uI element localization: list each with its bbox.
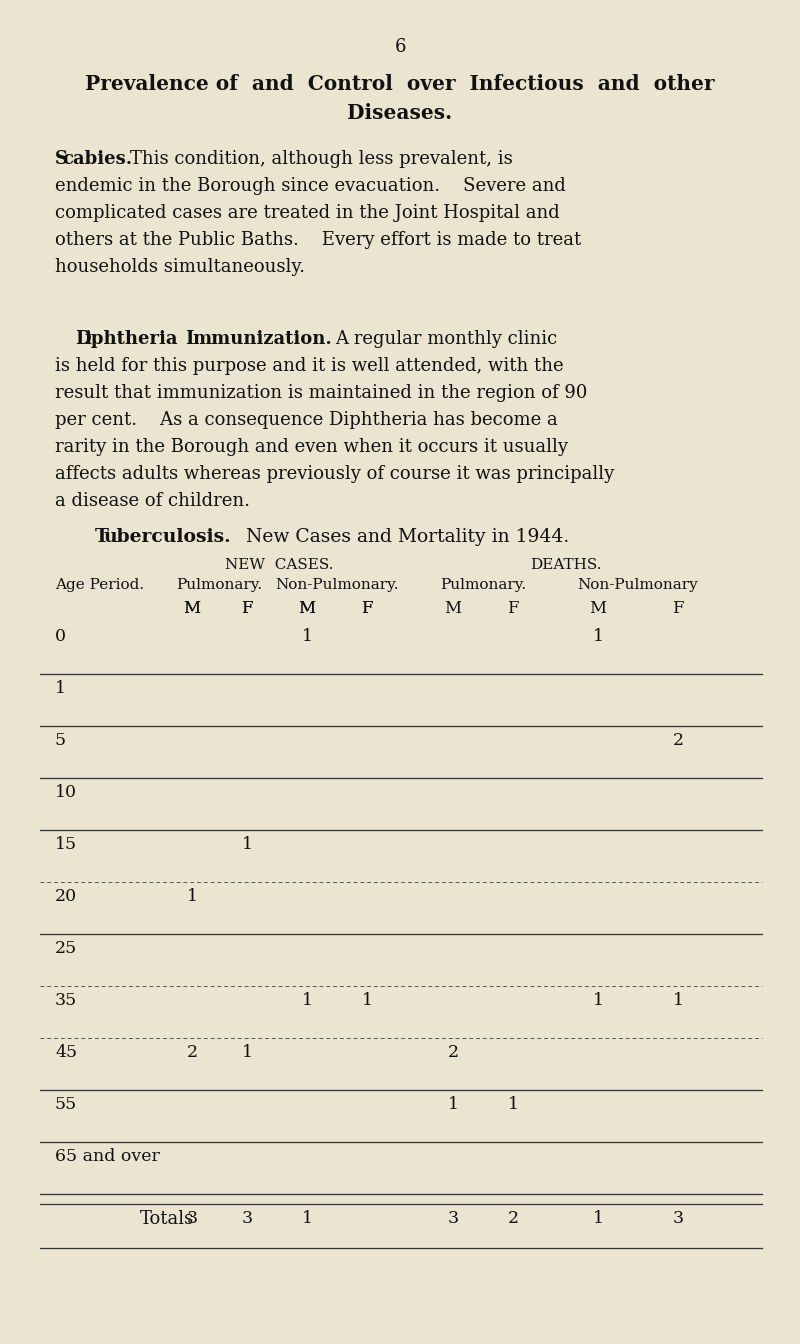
Text: 2: 2 xyxy=(186,1044,198,1060)
Text: M: M xyxy=(183,599,201,617)
Text: M: M xyxy=(298,599,315,617)
Text: F: F xyxy=(361,599,373,617)
Text: Totals: Totals xyxy=(140,1210,194,1228)
Text: 1: 1 xyxy=(242,836,253,853)
Text: M: M xyxy=(445,599,462,617)
Text: D: D xyxy=(75,331,90,348)
Text: 1: 1 xyxy=(593,1210,603,1227)
Text: 65 and over: 65 and over xyxy=(55,1148,160,1165)
Text: 2: 2 xyxy=(447,1044,458,1060)
Text: This condition, although less prevalent, is: This condition, although less prevalent,… xyxy=(130,151,513,168)
Text: Non-Pulmonary: Non-Pulmonary xyxy=(578,578,698,591)
Text: 3: 3 xyxy=(673,1210,683,1227)
Text: 1: 1 xyxy=(362,992,373,1009)
Text: F: F xyxy=(672,599,684,617)
Text: 1: 1 xyxy=(186,888,198,905)
Text: S: S xyxy=(55,151,68,168)
Text: 1: 1 xyxy=(302,628,313,645)
Text: endemic in the Borough since evacuation.    Severe and: endemic in the Borough since evacuation.… xyxy=(55,177,566,195)
Text: is held for this purpose and it is well attended, with the: is held for this purpose and it is well … xyxy=(55,358,564,375)
Text: per cent.    As a consequence Diphtheria has become a: per cent. As a consequence Diphtheria ha… xyxy=(55,411,558,429)
Text: Pulmonary.: Pulmonary. xyxy=(177,578,262,591)
Text: New Cases and Mortality in 1944.: New Cases and Mortality in 1944. xyxy=(246,528,570,546)
Text: 1: 1 xyxy=(302,992,313,1009)
Text: M: M xyxy=(183,599,201,617)
Text: 2: 2 xyxy=(673,732,683,749)
Text: 1: 1 xyxy=(593,628,603,645)
Text: others at the Public Baths.    Every effort is made to treat: others at the Public Baths. Every effort… xyxy=(55,231,582,249)
Text: a disease of children.: a disease of children. xyxy=(55,492,250,509)
Text: 1: 1 xyxy=(447,1095,458,1113)
Text: M: M xyxy=(298,599,315,617)
Text: 35: 35 xyxy=(55,992,78,1009)
Text: NEW  CASES.: NEW CASES. xyxy=(226,558,334,573)
Text: T: T xyxy=(95,528,109,546)
Text: rarity in the Borough and even when it occurs it usually: rarity in the Borough and even when it o… xyxy=(55,438,568,456)
Text: 5: 5 xyxy=(55,732,66,749)
Text: result that immunization is maintained in the region of 90: result that immunization is maintained i… xyxy=(55,384,587,402)
Text: F: F xyxy=(241,599,253,617)
Text: 0: 0 xyxy=(55,628,66,645)
Text: 3: 3 xyxy=(447,1210,458,1227)
Text: 15: 15 xyxy=(55,836,77,853)
Text: uberculosis.: uberculosis. xyxy=(104,528,232,546)
Text: households simultaneously.: households simultaneously. xyxy=(55,258,305,276)
Text: M: M xyxy=(590,599,606,617)
Text: F: F xyxy=(361,599,373,617)
Text: complicated cases are treated in the Joint Hospital and: complicated cases are treated in the Joi… xyxy=(55,204,560,222)
Text: 10: 10 xyxy=(55,784,77,801)
Text: 25: 25 xyxy=(55,939,78,957)
Text: 1: 1 xyxy=(55,680,66,698)
Text: cabies.: cabies. xyxy=(62,151,132,168)
Text: DEATHS.: DEATHS. xyxy=(530,558,602,573)
Text: mmunization.: mmunization. xyxy=(192,331,332,348)
Text: 3: 3 xyxy=(242,1210,253,1227)
Text: 20: 20 xyxy=(55,888,77,905)
Text: 1: 1 xyxy=(593,992,603,1009)
Text: Age Period.: Age Period. xyxy=(55,578,144,591)
Text: I: I xyxy=(185,331,194,348)
Text: 45: 45 xyxy=(55,1044,77,1060)
Text: affects adults whereas previously of course it was principally: affects adults whereas previously of cou… xyxy=(55,465,614,482)
Text: F: F xyxy=(507,599,519,617)
Text: A regular monthly clinic: A regular monthly clinic xyxy=(335,331,558,348)
Text: 1: 1 xyxy=(673,992,683,1009)
Text: 1: 1 xyxy=(507,1095,518,1113)
Text: Pulmonary.: Pulmonary. xyxy=(440,578,526,591)
Text: Prevalence of  and  Control  over  Infectious  and  other: Prevalence of and Control over Infectiou… xyxy=(86,74,714,94)
Text: Diseases.: Diseases. xyxy=(347,103,453,124)
Text: 1: 1 xyxy=(302,1210,313,1227)
Text: iphtheria: iphtheria xyxy=(84,331,178,348)
Text: F: F xyxy=(241,599,253,617)
Text: 3: 3 xyxy=(186,1210,198,1227)
Text: 6: 6 xyxy=(394,38,406,56)
Text: 1: 1 xyxy=(242,1044,253,1060)
Text: Non-Pulmonary.: Non-Pulmonary. xyxy=(275,578,398,591)
Text: 2: 2 xyxy=(507,1210,518,1227)
Text: 55: 55 xyxy=(55,1095,78,1113)
